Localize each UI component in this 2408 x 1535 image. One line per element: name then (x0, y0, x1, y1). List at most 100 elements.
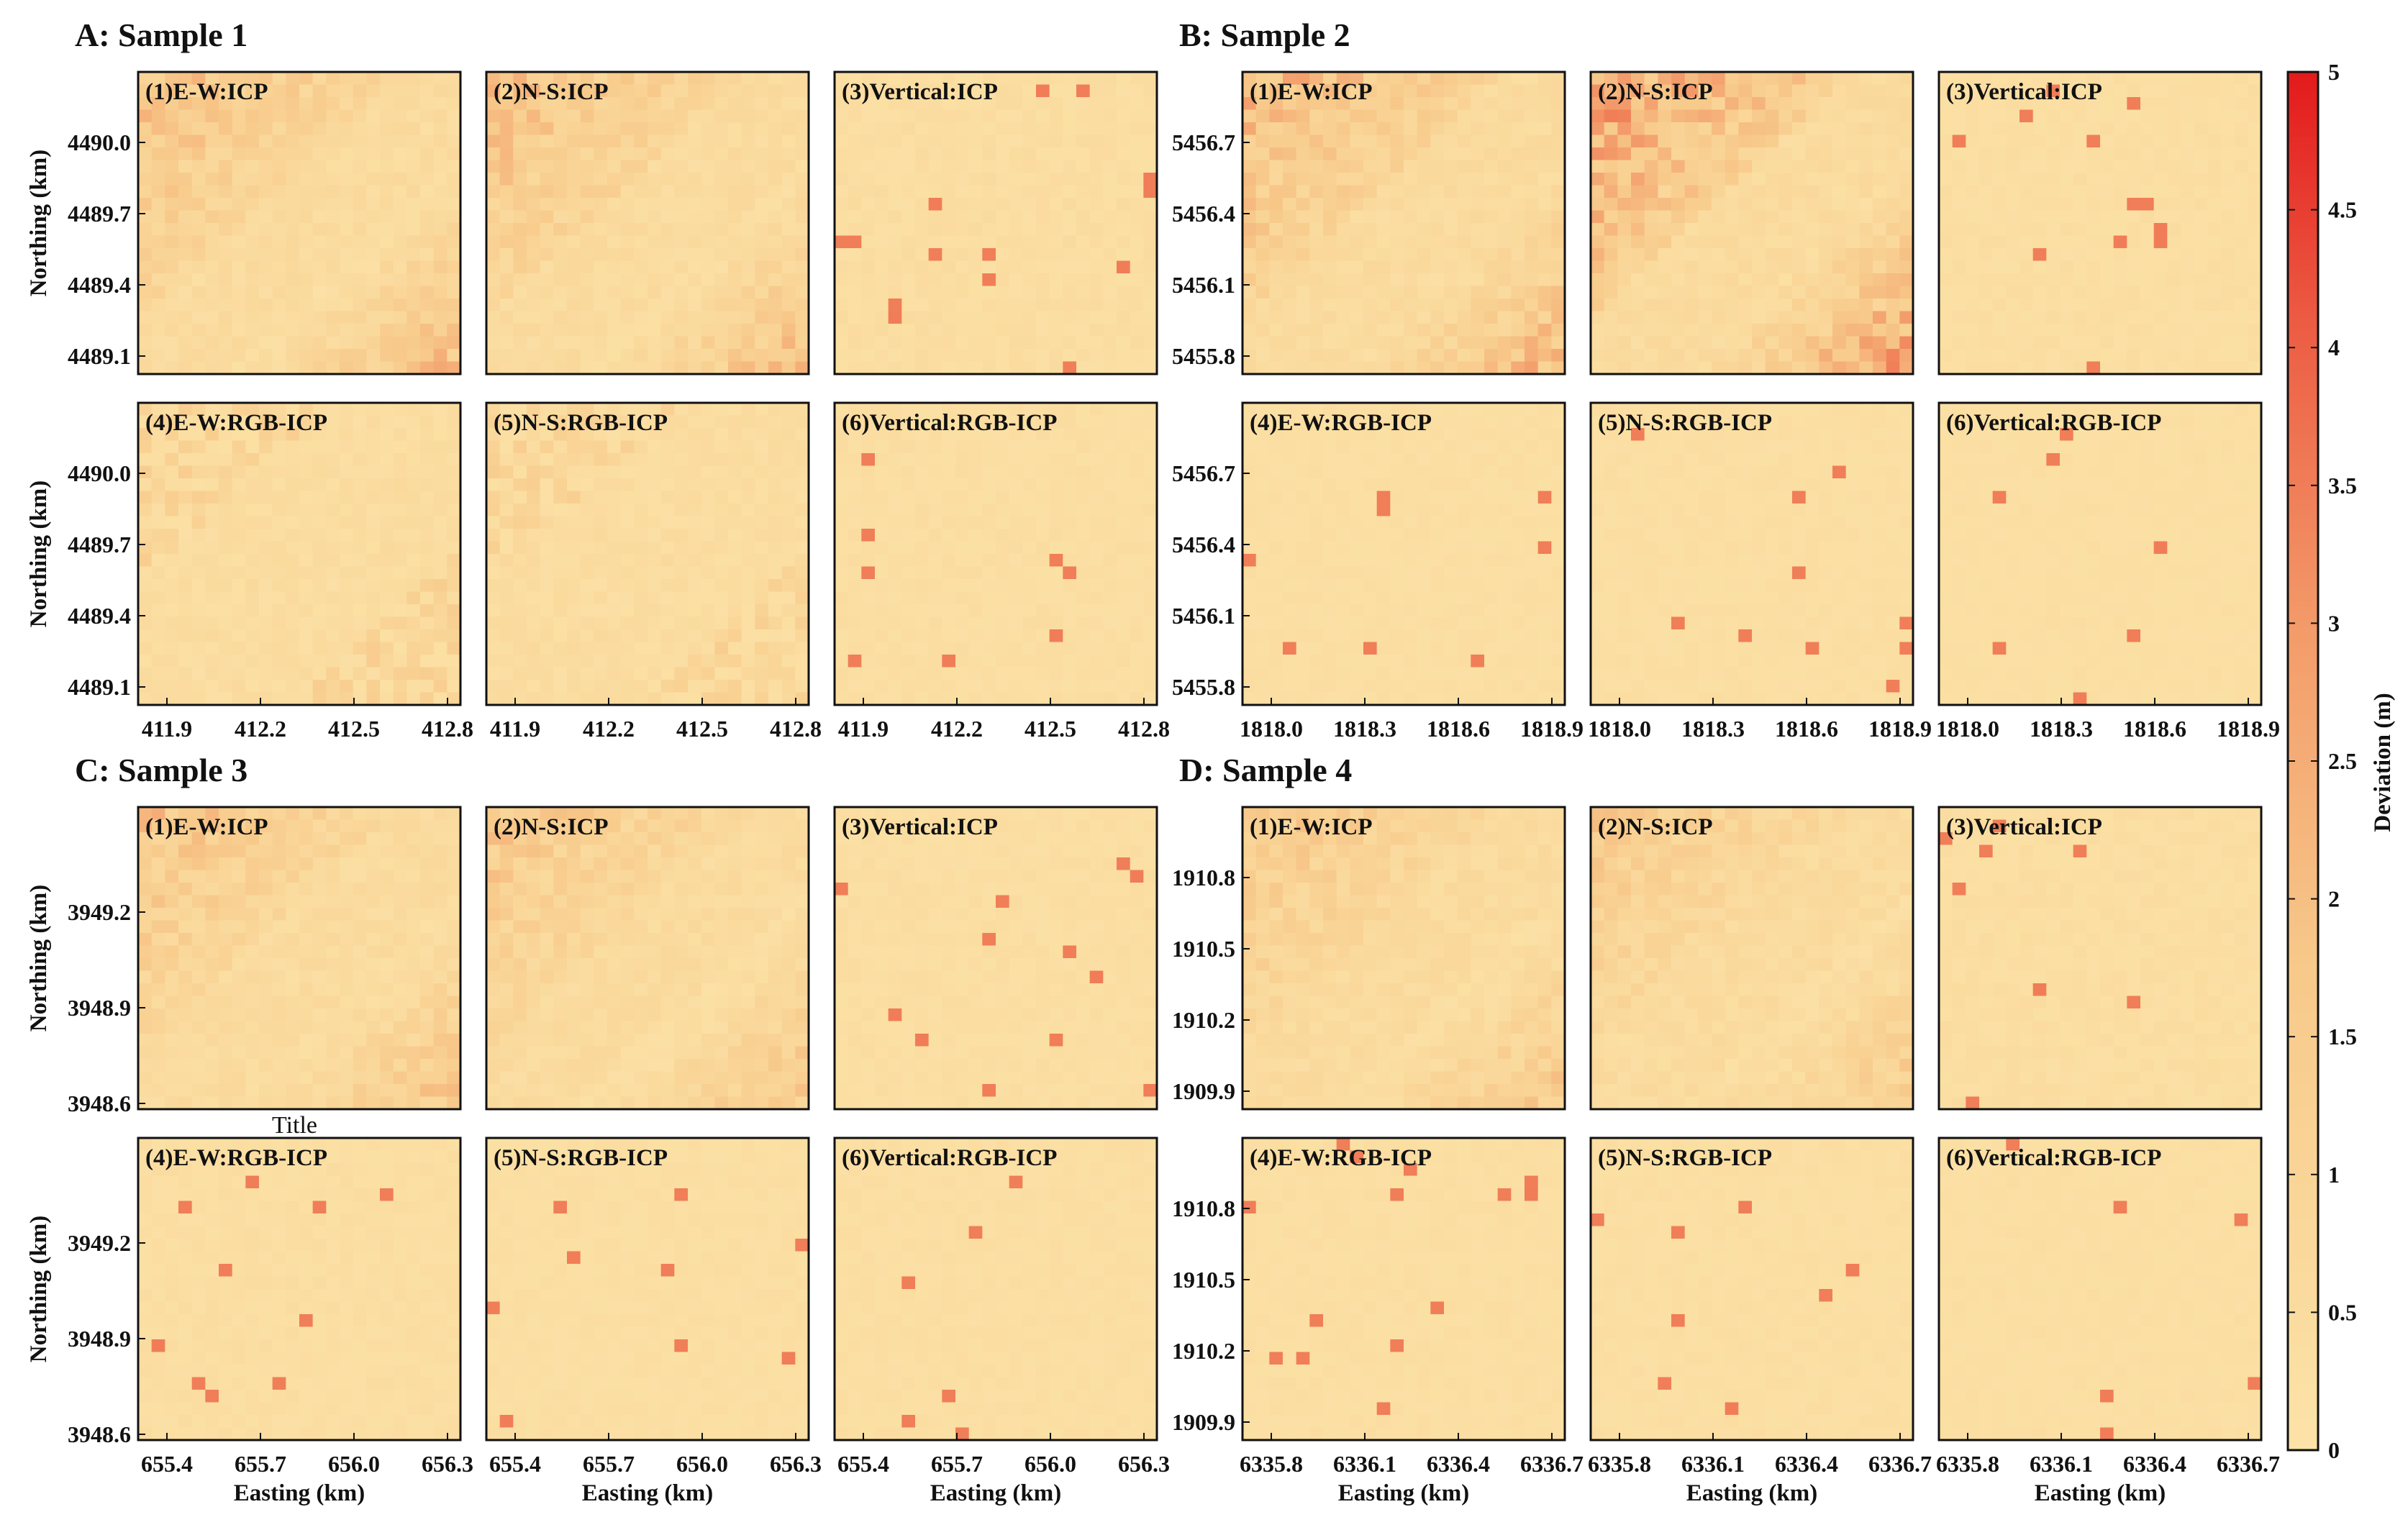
heat-cell (1022, 403, 1037, 416)
heat-cell (848, 655, 862, 668)
heat-cell (165, 529, 179, 542)
heat-cell (138, 403, 153, 416)
heat-cell (1886, 84, 1900, 98)
heat-cell (393, 248, 407, 262)
heat-cell (1444, 97, 1458, 111)
heat-cell (380, 692, 394, 706)
heat-cell (607, 591, 622, 605)
heat-cell (245, 248, 260, 262)
heat-cell (1404, 349, 1418, 363)
heat-cell (447, 173, 461, 186)
heat-cell (1130, 248, 1144, 262)
heat-cell (1511, 185, 1525, 199)
heat-cell (2100, 173, 2114, 186)
heat-cell (996, 84, 1010, 98)
heat-cell (2019, 135, 2034, 148)
heat-cell (835, 680, 849, 693)
heat-cell (540, 185, 554, 199)
heat-cell (1143, 579, 1158, 593)
heat-cell (553, 160, 568, 173)
heat-cell (928, 616, 942, 630)
heat-cell (1471, 198, 1485, 211)
heat-cell (486, 84, 501, 98)
heat-cell (1859, 109, 1873, 123)
heat-cell (2140, 160, 2155, 173)
heat-cell (781, 680, 796, 693)
heat-cell (634, 286, 648, 299)
heat-cell (2181, 185, 2195, 199)
heat-cell (996, 478, 1010, 492)
heat-cell (1484, 223, 1499, 237)
heat-cell (1143, 135, 1158, 148)
heat-cell (1350, 311, 1364, 324)
heat-cell (620, 210, 635, 224)
heat-cell (1103, 655, 1117, 668)
heat-cell (513, 235, 527, 249)
heat-cell (486, 109, 501, 123)
heat-cell (2073, 147, 2087, 161)
heat-cell (1832, 223, 1847, 237)
heat-cell (928, 72, 942, 86)
heat-cell (1404, 160, 1418, 173)
heat-cell (499, 541, 514, 555)
heat-cell (1049, 440, 1063, 454)
heat-cell (1089, 324, 1104, 337)
heat-cell (2181, 147, 2195, 161)
heat-cell (1296, 210, 1310, 224)
heat-cell (2086, 72, 2101, 86)
heat-cell (1604, 260, 1618, 274)
heat-cell (1404, 135, 1418, 148)
heat-cell (380, 160, 394, 173)
heat-cell (1457, 311, 1471, 324)
heat-cell (1009, 185, 1023, 199)
heat-cell (326, 504, 340, 517)
heat-cell (567, 273, 581, 287)
heat-cell (1363, 349, 1378, 363)
heat-cell (607, 135, 622, 148)
heat-cell (1725, 135, 1739, 148)
heat-cell (366, 491, 381, 504)
heat-cell (795, 185, 809, 199)
heat-cell (433, 516, 447, 529)
heat-cell (1143, 248, 1158, 262)
heat-cell (486, 160, 501, 173)
heat-cell (1063, 680, 1077, 693)
heat-cell (353, 440, 367, 454)
heat-cell (447, 273, 461, 287)
heat-cell (1143, 616, 1158, 630)
heat-cell (1117, 415, 1131, 429)
heat-cell (191, 478, 206, 492)
heat-cell (901, 579, 916, 593)
heat-cell (165, 516, 179, 529)
heat-cell (1765, 122, 1779, 136)
heat-cell (1269, 324, 1283, 337)
heat-cell (781, 349, 796, 363)
heat-cell (915, 223, 930, 237)
heat-cell (165, 504, 179, 517)
heat-cell (447, 692, 461, 706)
heat-cell (219, 440, 233, 454)
heat-cell (1063, 554, 1077, 568)
heat-cell (674, 248, 689, 262)
heat-cell (674, 491, 689, 504)
heat-cell (996, 465, 1010, 479)
heat-cell (848, 667, 862, 680)
heat-cell (2194, 72, 2208, 86)
heat-cell (1009, 591, 1023, 605)
heat-cell (607, 667, 622, 680)
heat-cell (1063, 349, 1077, 363)
heat-cell (2181, 109, 2195, 123)
heat-cell (1537, 173, 1552, 186)
heat-cell (1255, 248, 1270, 262)
heat-cell (1404, 336, 1418, 350)
heat-cell (205, 109, 219, 123)
heat-cell (219, 324, 233, 337)
heat-cell (968, 72, 983, 86)
heat-cell (393, 223, 407, 237)
heat-cell (861, 554, 876, 568)
heat-cell (714, 453, 729, 467)
heat-cell (527, 453, 541, 467)
heat-cell (232, 440, 246, 454)
heat-cell (1845, 299, 1860, 312)
heat-cell (728, 198, 742, 211)
